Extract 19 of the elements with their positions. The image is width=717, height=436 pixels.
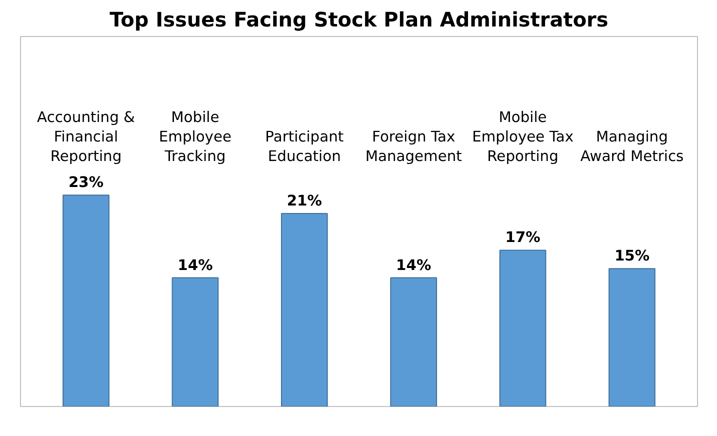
data-label: 15% [614, 248, 650, 265]
x-tick-label: Mobile Employee Tax Reporting [472, 108, 574, 166]
data-label: 14% [396, 256, 432, 274]
bar [499, 250, 546, 406]
bar [390, 277, 438, 406]
x-tick-label: Managing Award Metrics [580, 128, 684, 166]
data-label: 14% [178, 256, 214, 274]
x-tick-label: Foreign Tax Management [365, 128, 462, 166]
bar [608, 268, 656, 406]
data-label: 23% [68, 174, 104, 192]
x-tick-label: Mobile Employee Tracking [158, 108, 232, 166]
x-tick-label: Accounting & Financial Reporting [37, 108, 135, 166]
data-label: 21% [286, 192, 322, 210]
x-tick-label: Participant Education [265, 128, 344, 166]
chart-title: Top Issues Facing Stock Plan Administrators [110, 8, 608, 32]
bar [62, 194, 110, 406]
data-label: 17% [505, 229, 541, 246]
bar [172, 277, 219, 406]
bar [280, 212, 328, 406]
